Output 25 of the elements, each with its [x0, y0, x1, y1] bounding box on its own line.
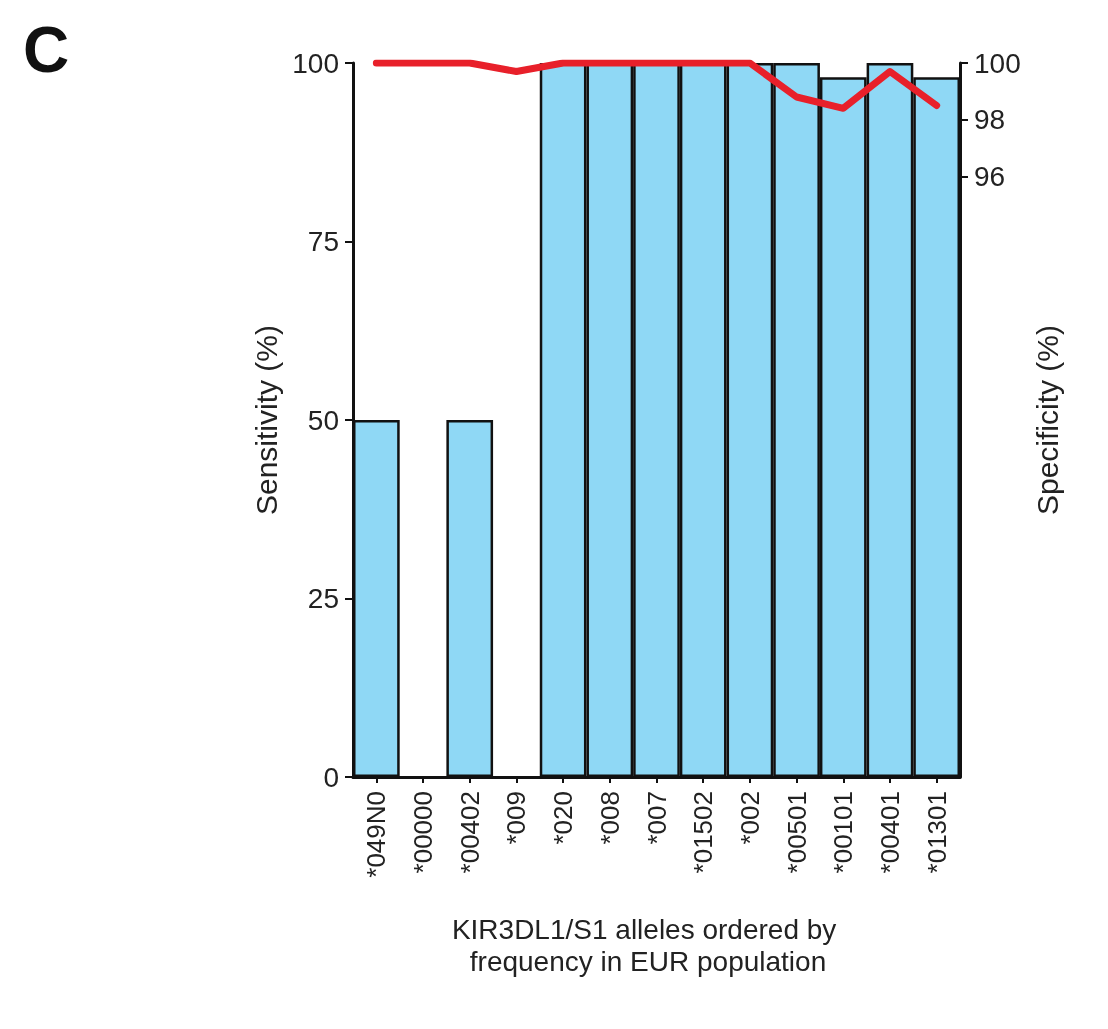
- x-tick-label: *00501: [781, 791, 812, 874]
- x-tick-label: *01301: [921, 791, 952, 874]
- y2-tick-label: 98: [974, 104, 1006, 136]
- x-tick-label: *01502: [688, 791, 719, 874]
- x-tick-label: *007: [641, 791, 672, 845]
- y2-axis-title: Specificity (%): [1030, 324, 1064, 516]
- x-tick-label: *009: [501, 791, 532, 845]
- x-tick-label: *008: [594, 791, 625, 845]
- y-tick-label: 50: [307, 404, 339, 436]
- x-tick-label: *002: [734, 791, 765, 845]
- x-axis-title: KIR3DL1/S1 alleles ordered by frequency in EUR population: [451, 913, 845, 977]
- y-tick-label: 100: [292, 47, 339, 79]
- chart-title: C: [23, 14, 70, 86]
- y-tick-label: 75: [307, 226, 339, 257]
- x-tick-label: *00401: [874, 791, 905, 874]
- x-tick-label: *020: [548, 791, 579, 845]
- y-axis-title: Sensitivity (%): [249, 324, 283, 516]
- x-tick-label: *00101: [828, 791, 859, 874]
- y-tick-label: 25: [307, 583, 339, 614]
- x-tick-label: *049N0: [361, 791, 392, 878]
- y-tick-label: 0: [323, 761, 339, 793]
- x-tick-label: *00000: [408, 791, 439, 874]
- x-tick-label: *00402: [454, 791, 485, 874]
- y2-tick-label: 96: [974, 160, 1006, 192]
- y2-tick-label: 100: [974, 47, 1021, 79]
